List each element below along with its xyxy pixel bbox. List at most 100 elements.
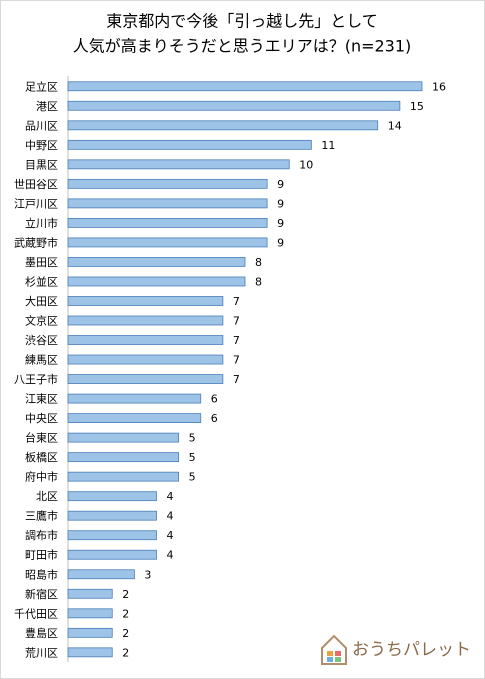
value-label: 2 <box>122 588 129 601</box>
bar <box>67 452 180 463</box>
value-label: 5 <box>189 451 196 464</box>
y-tick-label: 渋谷区 <box>25 334 58 347</box>
logo-icon <box>335 657 341 662</box>
value-label: 9 <box>277 217 284 230</box>
y-tick-label: 目黒区 <box>25 158 58 171</box>
y-tick-label: 昭島市 <box>25 567 58 581</box>
value-label: 8 <box>255 275 262 288</box>
y-tick-label: 武蔵野市 <box>14 235 58 249</box>
value-label: 4 <box>167 549 174 562</box>
bar <box>67 198 268 209</box>
y-tick-label: 三鷹市 <box>25 509 58 523</box>
bar <box>67 608 113 619</box>
y-tick-label: 大田区 <box>25 294 58 308</box>
y-tick-label: 品川区 <box>25 119 58 132</box>
bar <box>67 432 180 443</box>
value-label: 7 <box>233 315 240 328</box>
value-label: 7 <box>233 334 240 347</box>
bar <box>67 569 135 580</box>
value-label: 2 <box>122 607 129 620</box>
y-tick-label: 文京区 <box>25 314 58 328</box>
y-tick-label: 杉並区 <box>25 274 58 288</box>
y-tick-label: 江戸川区 <box>14 197 58 210</box>
value-label: 5 <box>189 432 196 445</box>
value-label: 3 <box>144 568 151 581</box>
bar <box>67 374 224 384</box>
value-label: 10 <box>299 158 313 171</box>
value-label: 16 <box>432 80 446 93</box>
bar <box>67 315 224 326</box>
y-tick-label: 台東区 <box>25 431 58 445</box>
y-tick-label: 足立区 <box>25 79 58 93</box>
bar <box>67 276 246 287</box>
bar <box>67 413 202 424</box>
logo-icon <box>335 651 341 656</box>
bar <box>67 100 401 111</box>
logo-text: おうちパレット <box>352 640 471 660</box>
bar <box>67 296 224 306</box>
y-tick-label: 港区 <box>36 100 58 113</box>
bar <box>67 510 157 521</box>
y-tick-label: 江東区 <box>25 393 58 406</box>
value-label: 4 <box>167 529 174 542</box>
value-label: 14 <box>388 119 402 132</box>
bar <box>67 257 246 267</box>
logo: おうちパレット <box>321 634 471 665</box>
bar <box>67 491 157 502</box>
y-tick-label: 世田谷区 <box>14 178 58 191</box>
bar <box>67 139 312 150</box>
value-label: 2 <box>122 646 129 659</box>
value-label: 9 <box>277 197 284 210</box>
value-label: 8 <box>255 256 262 269</box>
bar <box>67 159 290 170</box>
bar <box>67 588 113 599</box>
bar <box>67 81 423 92</box>
y-tick-label: 中央区 <box>25 412 58 425</box>
y-tick-label: 板橋区 <box>25 450 58 464</box>
bar <box>67 393 202 404</box>
y-tick-label: 立川市 <box>25 216 58 230</box>
y-tick-label: 調布市 <box>25 528 58 542</box>
value-label: 7 <box>233 373 240 386</box>
y-tick-label: 荒川区 <box>25 646 58 659</box>
y-tick-label: 中野区 <box>25 139 58 152</box>
value-label: 4 <box>167 490 174 503</box>
y-tick-label: 府中市 <box>25 470 58 484</box>
bar <box>67 354 224 365</box>
bar <box>67 217 268 228</box>
value-label: 2 <box>122 627 129 640</box>
bar <box>67 627 113 638</box>
value-label: 6 <box>211 412 218 425</box>
logo-icon <box>327 651 333 656</box>
bar <box>67 530 157 541</box>
value-label: 4 <box>167 510 174 523</box>
bar <box>67 549 157 560</box>
bar <box>67 335 224 345</box>
y-tick-label: 北区 <box>36 490 58 503</box>
y-tick-label: 町田市 <box>25 548 58 562</box>
y-tick-label: 千代田区 <box>14 607 58 620</box>
logo-icon <box>327 657 333 662</box>
value-label: 11 <box>321 139 335 152</box>
y-tick-label: 新宿区 <box>25 587 58 601</box>
y-tick-label: 墨田区 <box>25 256 58 269</box>
y-tick-label: 練馬区 <box>25 353 58 367</box>
bar <box>67 471 180 482</box>
bar <box>67 120 379 131</box>
bar <box>67 237 268 248</box>
value-label: 15 <box>410 100 424 113</box>
value-label: 9 <box>277 178 284 191</box>
value-label: 6 <box>211 393 218 406</box>
value-label: 5 <box>189 471 196 484</box>
y-tick-label: 八王子市 <box>14 372 58 386</box>
y-tick-label: 豊島区 <box>25 626 58 640</box>
chart-title: 東京都内で今後「引っ越し先」として <box>106 12 378 31</box>
value-label: 9 <box>277 236 284 249</box>
bar <box>67 178 268 189</box>
chart-title: 人気が高まりそうだと思うエリアは？(n=231) <box>73 37 412 56</box>
bar <box>67 647 113 658</box>
value-label: 7 <box>233 354 240 367</box>
value-label: 7 <box>233 295 240 308</box>
